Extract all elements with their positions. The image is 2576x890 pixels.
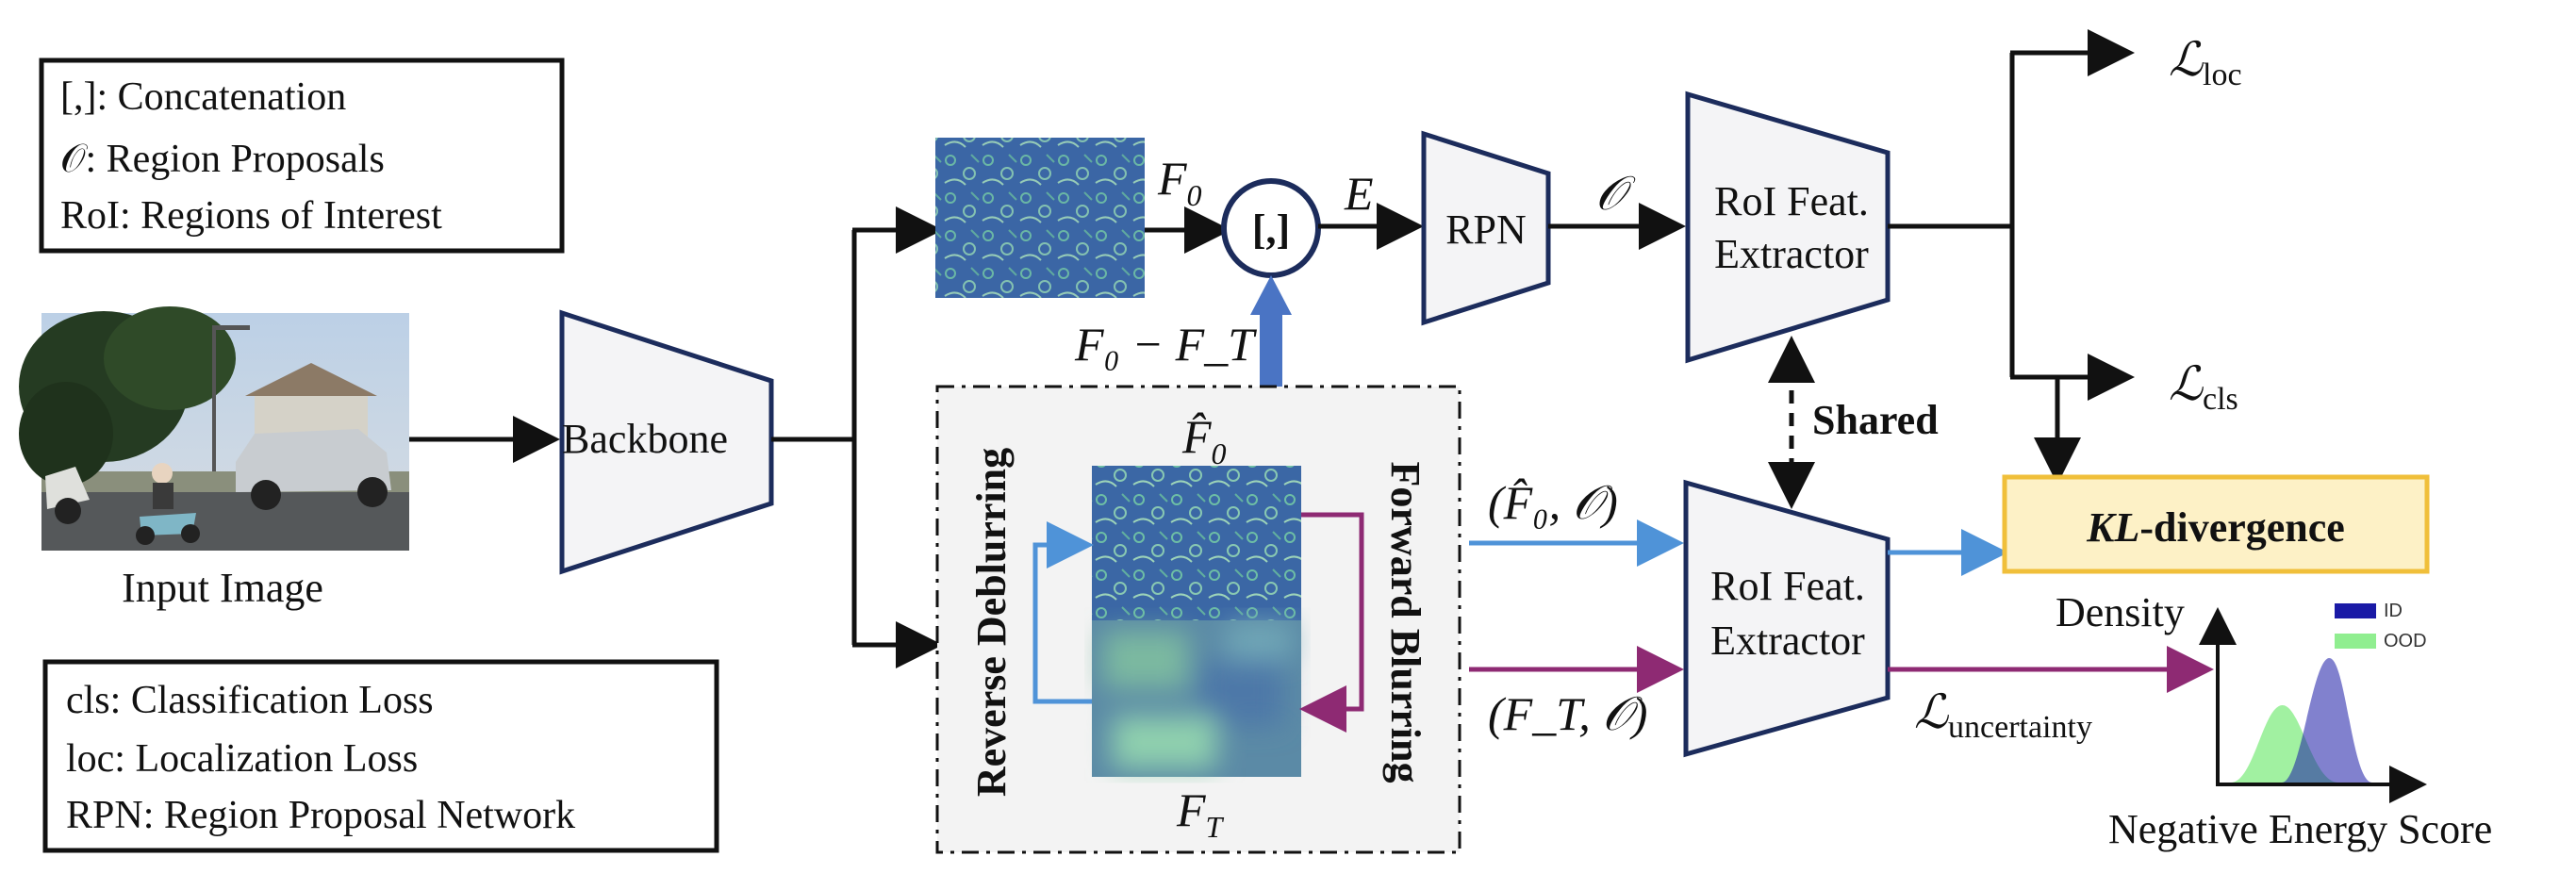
reverse-deblurring-loop bbox=[1032, 521, 1094, 704]
legend-ood-swatch bbox=[2335, 634, 2376, 649]
legend-id-swatch bbox=[2335, 603, 2376, 618]
label-e: E bbox=[1344, 167, 1374, 220]
legend-roi: RoI: Regions of Interest bbox=[60, 194, 442, 238]
feature-map-f0 bbox=[935, 138, 1145, 298]
backbone-split-arrows bbox=[771, 206, 943, 668]
legend-region-proposals: 𝒪: Region Proposals bbox=[60, 138, 385, 181]
label-f0-hat: F̂0 bbox=[1181, 410, 1227, 470]
forward-blurring-loop bbox=[1299, 512, 1364, 733]
input-image-caption: Input Image bbox=[122, 565, 323, 611]
roi-bottom-line1: RoI Feat. bbox=[1710, 563, 1865, 609]
legend-concat: [,]: Concatenation bbox=[60, 75, 346, 119]
density-plot: Density ID OOD Negative Energy Score bbox=[2056, 589, 2492, 852]
concat-node: [,] bbox=[1221, 178, 1321, 278]
legend-ood-label: OOD bbox=[2384, 631, 2427, 651]
loss-cls: ℒcls bbox=[2169, 357, 2238, 417]
rpn-label: RPN bbox=[1445, 206, 1527, 253]
backbone-block: Backbone bbox=[559, 309, 774, 575]
label-f0-minus-ft: F₀ − F_T bbox=[1074, 318, 1257, 371]
label-o: 𝒪 bbox=[1595, 167, 1636, 220]
id-curve bbox=[2282, 657, 2372, 783]
roi-extractor-top: RoI Feat. Extractor bbox=[1685, 91, 1891, 364]
arrow-residual-up bbox=[1250, 275, 1292, 387]
shared-label: Shared bbox=[1812, 397, 1939, 443]
legend-bottom: cls: Classification Loss loc: Localizati… bbox=[42, 659, 719, 853]
legend-rpn: RPN: Region Proposal Network bbox=[66, 794, 575, 837]
backbone-label: Backbone bbox=[562, 416, 728, 462]
kl-divergence-box: KL-divergence bbox=[2002, 474, 2430, 574]
loss-loc: ℒloc bbox=[2169, 33, 2242, 92]
loss-uncertainty: ℒuncertainty bbox=[1914, 685, 2092, 745]
legend-loc: loc: Localization Loss bbox=[66, 737, 418, 781]
density-xlabel: Negative Energy Score bbox=[2108, 806, 2492, 852]
reverse-deblurring-label: Reverse Deblurring bbox=[968, 448, 1015, 797]
input-image bbox=[19, 306, 409, 551]
roi-extractor-bottom: RoI Feat. Extractor bbox=[1683, 479, 1891, 758]
roi-top-split bbox=[1888, 29, 2135, 485]
legend-cls: cls: Classification Loss bbox=[66, 679, 434, 722]
density-ylabel: Density bbox=[2056, 589, 2185, 635]
roi-bottom-line2: Extractor bbox=[1710, 618, 1865, 664]
forward-blurring-label: Forward Blurring bbox=[1382, 462, 1428, 783]
feature-map-stack bbox=[1092, 466, 1301, 777]
label-f0: F0 bbox=[1157, 152, 1202, 212]
concat-label: [,] bbox=[1252, 206, 1290, 253]
legend-top: [,]: Concatenation 𝒪: Region Proposals R… bbox=[39, 58, 565, 254]
rpn-block: RPN bbox=[1421, 130, 1551, 326]
roi-top-line2: Extractor bbox=[1714, 231, 1869, 277]
pair-ft-o: (F_T, 𝒪) bbox=[1488, 687, 1647, 740]
label-ft: FT bbox=[1176, 783, 1225, 844]
roi-top-line1: RoI Feat. bbox=[1714, 178, 1869, 224]
legend-id-label: ID bbox=[2384, 601, 2403, 621]
pair-f0hat-o: (F̂₀, 𝒪) bbox=[1488, 476, 1618, 529]
kl-label: KL-divergence bbox=[2086, 504, 2345, 551]
